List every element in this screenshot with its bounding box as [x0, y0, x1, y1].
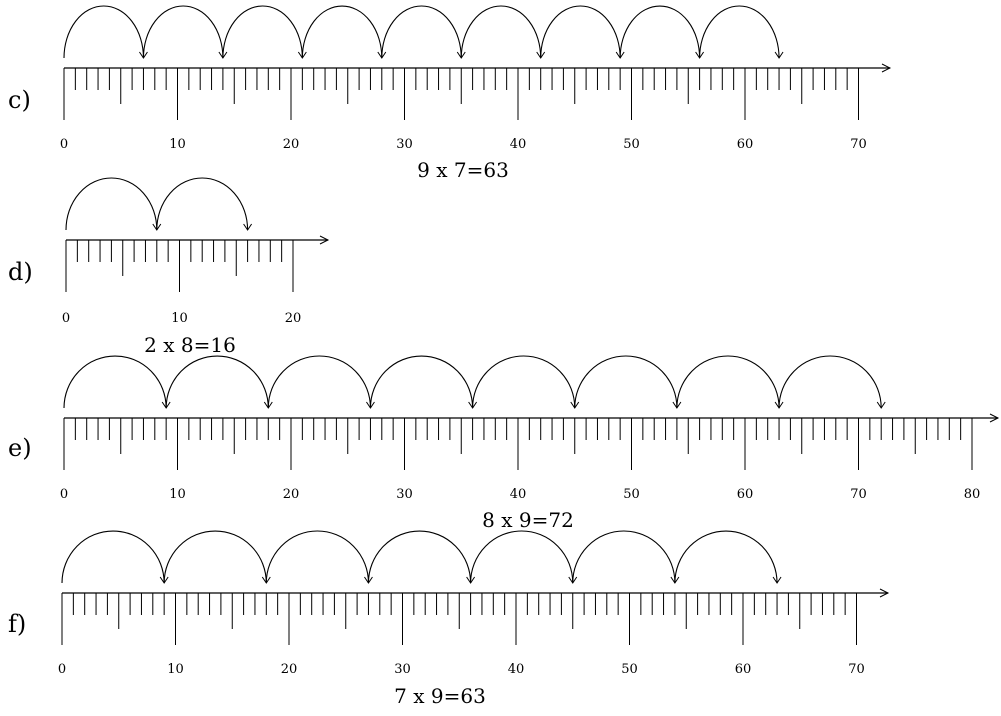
jump-arc-1 — [61, 530, 165, 584]
tick-label-60: 60 — [735, 662, 752, 677]
jump-arc-4 — [367, 530, 472, 584]
tick-label-20: 20 — [281, 662, 298, 677]
jump-arc-3 — [265, 530, 369, 584]
axis-arrowhead — [319, 235, 330, 245]
jump-arc-4 — [301, 5, 383, 59]
tick-label-60: 60 — [737, 137, 754, 152]
jump-arc-5 — [472, 355, 576, 409]
tick-label-70: 70 — [850, 137, 867, 152]
jump-arc-7 — [540, 5, 621, 59]
jump-arc-3 — [222, 5, 303, 59]
jump-arc-4 — [369, 355, 474, 409]
tick-label-50: 50 — [623, 487, 640, 502]
jump-arc-5 — [470, 530, 574, 584]
jump-arc-6 — [460, 5, 542, 59]
tick-label-10: 10 — [169, 137, 186, 152]
jump-arrowhead-7 — [772, 576, 782, 584]
jump-arc-2 — [142, 5, 224, 59]
tick-label-20: 20 — [283, 487, 300, 502]
number-line-f: f) 0 10 20 30 40 50 60 70 7 x 9=63 — [8, 530, 890, 708]
jump-arrowhead-9 — [774, 51, 784, 59]
row-label-e: e) — [8, 434, 32, 462]
tick-label-40: 40 — [508, 662, 525, 677]
jump-arc-6 — [572, 530, 676, 584]
tick-label-30: 30 — [396, 487, 413, 502]
tick-label-50: 50 — [623, 137, 640, 152]
tick-label-0: 0 — [60, 137, 68, 152]
number-line-d: d) 0 10 20 2 x 8=16 — [8, 177, 330, 357]
jump-arc-2 — [156, 177, 249, 231]
tick-label-30: 30 — [396, 137, 413, 152]
tick-label-10: 10 — [169, 487, 186, 502]
axis-arrowhead — [879, 588, 890, 598]
jump-arc-2 — [165, 355, 269, 409]
jump-arc-7 — [676, 355, 780, 409]
jump-arc-8 — [619, 5, 701, 59]
tick-label-10: 10 — [167, 662, 184, 677]
jump-arc-1 — [63, 355, 167, 409]
equation-d: 2 x 8=16 — [144, 333, 236, 357]
axis-arrowhead — [989, 413, 1000, 423]
row-label-d: d) — [8, 258, 33, 286]
tick-label-0: 0 — [60, 487, 68, 502]
tick-label-40: 40 — [510, 487, 527, 502]
equation-e: 8 x 9=72 — [482, 508, 574, 532]
tick-label-60: 60 — [737, 487, 754, 502]
tick-label-70: 70 — [848, 662, 865, 677]
tick-label-0: 0 — [58, 662, 66, 677]
number-line-c: c) 0 10 20 30 40 50 60 70 9 x 7=63 — [8, 5, 892, 182]
tick-label-30: 30 — [394, 662, 411, 677]
axis-arrowhead — [881, 63, 892, 73]
jump-arc-8 — [778, 355, 882, 409]
jump-arrowhead-8 — [876, 401, 886, 409]
jump-arc-1 — [63, 5, 144, 59]
tick-label-0: 0 — [62, 311, 70, 326]
jump-arc-1 — [65, 177, 158, 231]
jump-arc-5 — [381, 5, 462, 59]
equation-f: 7 x 9=63 — [394, 684, 486, 708]
equation-c: 9 x 7=63 — [417, 158, 509, 182]
row-label-c: c) — [8, 86, 31, 114]
tick-label-20: 20 — [283, 137, 300, 152]
tick-label-40: 40 — [510, 137, 527, 152]
number-line-e: e) 0 10 20 30 40 50 60 70 80 8 x 9=72 — [8, 355, 1000, 532]
jump-arc-7 — [674, 530, 778, 584]
jump-arrowhead-2 — [243, 223, 253, 231]
jump-arc-2 — [163, 530, 267, 584]
tick-label-50: 50 — [621, 662, 638, 677]
tick-label-10: 10 — [171, 311, 188, 326]
jump-arc-6 — [574, 355, 678, 409]
tick-label-20: 20 — [285, 311, 302, 326]
tick-label-80: 80 — [964, 487, 981, 502]
row-label-f: f) — [8, 610, 26, 638]
jump-arc-3 — [267, 355, 371, 409]
tick-label-70: 70 — [850, 487, 867, 502]
jump-arc-9 — [699, 5, 780, 59]
